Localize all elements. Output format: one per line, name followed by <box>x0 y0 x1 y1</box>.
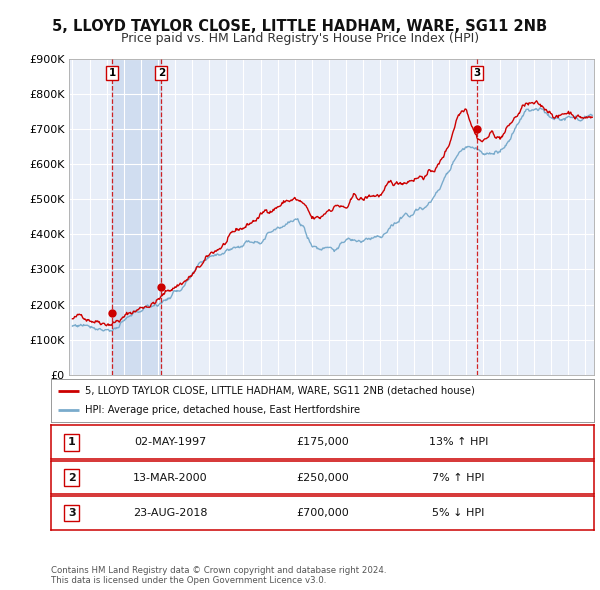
Text: 7% ↑ HPI: 7% ↑ HPI <box>432 473 485 483</box>
Text: 2: 2 <box>68 473 76 483</box>
Text: 02-MAY-1997: 02-MAY-1997 <box>134 437 206 447</box>
Text: Contains HM Land Registry data © Crown copyright and database right 2024.
This d: Contains HM Land Registry data © Crown c… <box>51 566 386 585</box>
Text: 13-MAR-2000: 13-MAR-2000 <box>133 473 208 483</box>
Text: Price paid vs. HM Land Registry's House Price Index (HPI): Price paid vs. HM Land Registry's House … <box>121 32 479 45</box>
Text: £175,000: £175,000 <box>296 437 349 447</box>
Text: 3: 3 <box>68 508 76 518</box>
Text: £700,000: £700,000 <box>296 508 349 518</box>
Text: 1: 1 <box>68 437 76 447</box>
Text: 5, LLOYD TAYLOR CLOSE, LITTLE HADHAM, WARE, SG11 2NB (detached house): 5, LLOYD TAYLOR CLOSE, LITTLE HADHAM, WA… <box>85 386 475 396</box>
Text: 5, LLOYD TAYLOR CLOSE, LITTLE HADHAM, WARE, SG11 2NB: 5, LLOYD TAYLOR CLOSE, LITTLE HADHAM, WA… <box>52 19 548 34</box>
Text: £250,000: £250,000 <box>296 473 349 483</box>
Text: 5% ↓ HPI: 5% ↓ HPI <box>432 508 484 518</box>
Bar <box>112 59 161 375</box>
Text: HPI: Average price, detached house, East Hertfordshire: HPI: Average price, detached house, East… <box>85 405 360 415</box>
Text: 3: 3 <box>473 68 481 78</box>
Text: 23-AUG-2018: 23-AUG-2018 <box>133 508 208 518</box>
Text: 2: 2 <box>158 68 165 78</box>
Text: 13% ↑ HPI: 13% ↑ HPI <box>428 437 488 447</box>
Text: 1: 1 <box>109 68 116 78</box>
